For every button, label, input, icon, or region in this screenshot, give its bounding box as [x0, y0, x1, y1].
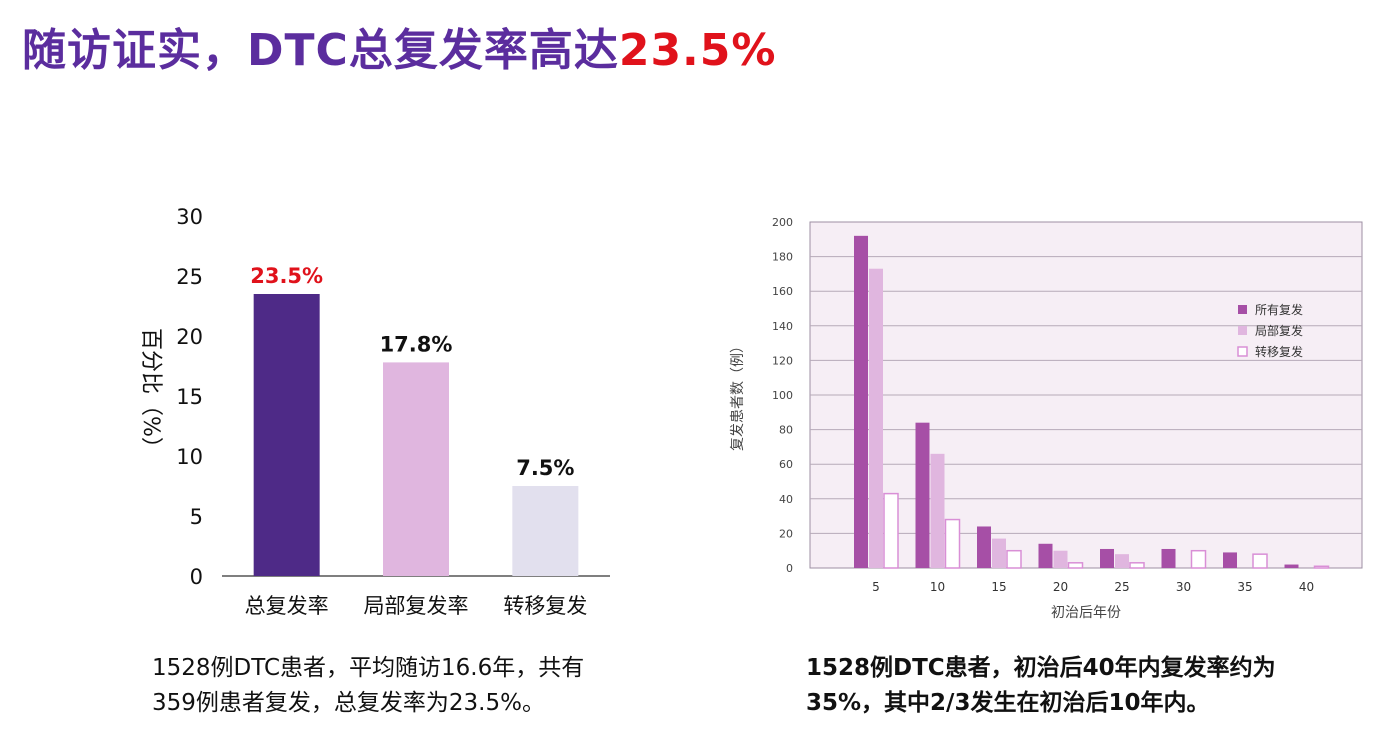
legend-swatch: [1237, 346, 1248, 357]
bar-metastatic: [1006, 549, 1022, 569]
y-tick-label: 200: [772, 216, 793, 229]
x-tick-label: 20: [1053, 580, 1068, 594]
y-axis-label: 复发患者数（例）: [729, 339, 746, 451]
bar-all: [1100, 548, 1114, 568]
y-tick-label: 180: [772, 251, 793, 264]
legend-label: 转移复发: [1255, 344, 1303, 359]
bar-all: [915, 422, 930, 568]
y-tick-label: 120: [772, 354, 793, 367]
y-tick-label: 140: [772, 320, 793, 333]
bar-metastatic: [1190, 549, 1207, 569]
x-tick-label: 转移复发: [503, 594, 587, 618]
bar-metastatic: [1313, 565, 1330, 569]
y-tick-label: 20: [779, 527, 793, 540]
y-tick-label: 0: [786, 562, 793, 575]
bar-local: [869, 268, 883, 568]
right-caption-line1: 1528例DTC患者，初治后40年内复发率约为: [806, 655, 1276, 681]
legend-label: 局部复发: [1255, 323, 1303, 338]
y-tick-label: 5: [190, 505, 203, 529]
left-caption-line1: 1528例DTC患者，平均随访16.6年，共有: [152, 655, 585, 681]
y-tick-label: 40: [779, 493, 793, 506]
y-tick-label: 10: [176, 445, 203, 469]
bar-all: [1038, 543, 1053, 568]
recurrence-by-year-bar-chart: 0 20 40 60 80 100 120 140 160 180 200 复发患者数（例） 初治后年份…: [729, 216, 1363, 621]
page-title: 随访证实，DTC总复发率高达23.5%: [22, 14, 776, 78]
y-tick-label: 30: [176, 205, 203, 229]
x-tick-label: 35: [1237, 580, 1252, 594]
y-tick-label: 100: [772, 389, 793, 402]
left-caption: 1528例DTC患者，平均随访16.6年，共有 359例患者复发，总复发率为23.…: [152, 651, 652, 721]
y-tick-label: 25: [176, 265, 203, 289]
bar-metastatic: [1129, 562, 1145, 569]
bar-all: [1284, 564, 1299, 568]
title-main: 随访证实，DTC总复发率高达: [22, 25, 619, 76]
right-caption-line2: 35%，其中2/3发生在初治后10年内。: [806, 690, 1210, 716]
bar-local: [1053, 550, 1068, 568]
y-tick-label: 20: [176, 325, 203, 349]
bar-metastatic: [1252, 553, 1268, 569]
data-label: 7.5%: [516, 456, 574, 480]
legend-swatch: [1238, 305, 1247, 314]
bar-all: [1161, 548, 1176, 568]
y-tick-label: 60: [779, 458, 793, 471]
overall-recurrence-bar-chart: 0 5 10 15 20 25 30 百分比（%） 23.5% 总复发率 17.8% 局部复发率 7.5…: [138, 205, 610, 618]
bar-local: [1115, 554, 1129, 568]
x-tick-label: 10: [930, 580, 945, 594]
y-tick-label: 80: [779, 424, 793, 437]
bar-all: [977, 526, 991, 568]
bar-metastatic: [883, 492, 899, 569]
x-tick-label: 30: [1176, 580, 1191, 594]
bar: [383, 362, 449, 576]
bar-all: [854, 235, 868, 568]
left-caption-line2: 359例患者复发，总复发率为23.5%。: [152, 690, 545, 716]
x-tick-label: 15: [991, 580, 1006, 594]
bar: [512, 486, 579, 576]
y-tick-label: 0: [190, 565, 203, 589]
x-axis-label: 初治后年份: [1051, 604, 1121, 621]
data-label: 23.5%: [250, 264, 323, 288]
bar-metastatic: [944, 518, 961, 569]
x-tick-label: 25: [1114, 580, 1129, 594]
x-tick-label: 40: [1299, 580, 1314, 594]
title-highlight: 23.5%: [618, 25, 777, 76]
y-tick-label: 160: [772, 285, 793, 298]
data-label: 17.8%: [380, 332, 453, 356]
bar-all: [1223, 552, 1237, 568]
bar: [253, 294, 320, 576]
y-axis-label: 百分比（%）: [138, 328, 163, 459]
x-tick-label: 5: [872, 580, 880, 594]
x-tick-label: 局部复发率: [364, 594, 469, 618]
bar-local: [930, 453, 945, 568]
x-tick-label: 总复发率: [245, 594, 329, 618]
right-caption: 1528例DTC患者，初治后40年内复发率约为 35%，其中2/3发生在初治后10…: [806, 651, 1366, 721]
bar-metastatic: [1067, 562, 1084, 569]
legend-swatch: [1238, 326, 1247, 335]
bar-local: [992, 538, 1006, 568]
legend-label: 所有复发: [1255, 302, 1303, 317]
y-tick-label: 15: [176, 385, 203, 409]
